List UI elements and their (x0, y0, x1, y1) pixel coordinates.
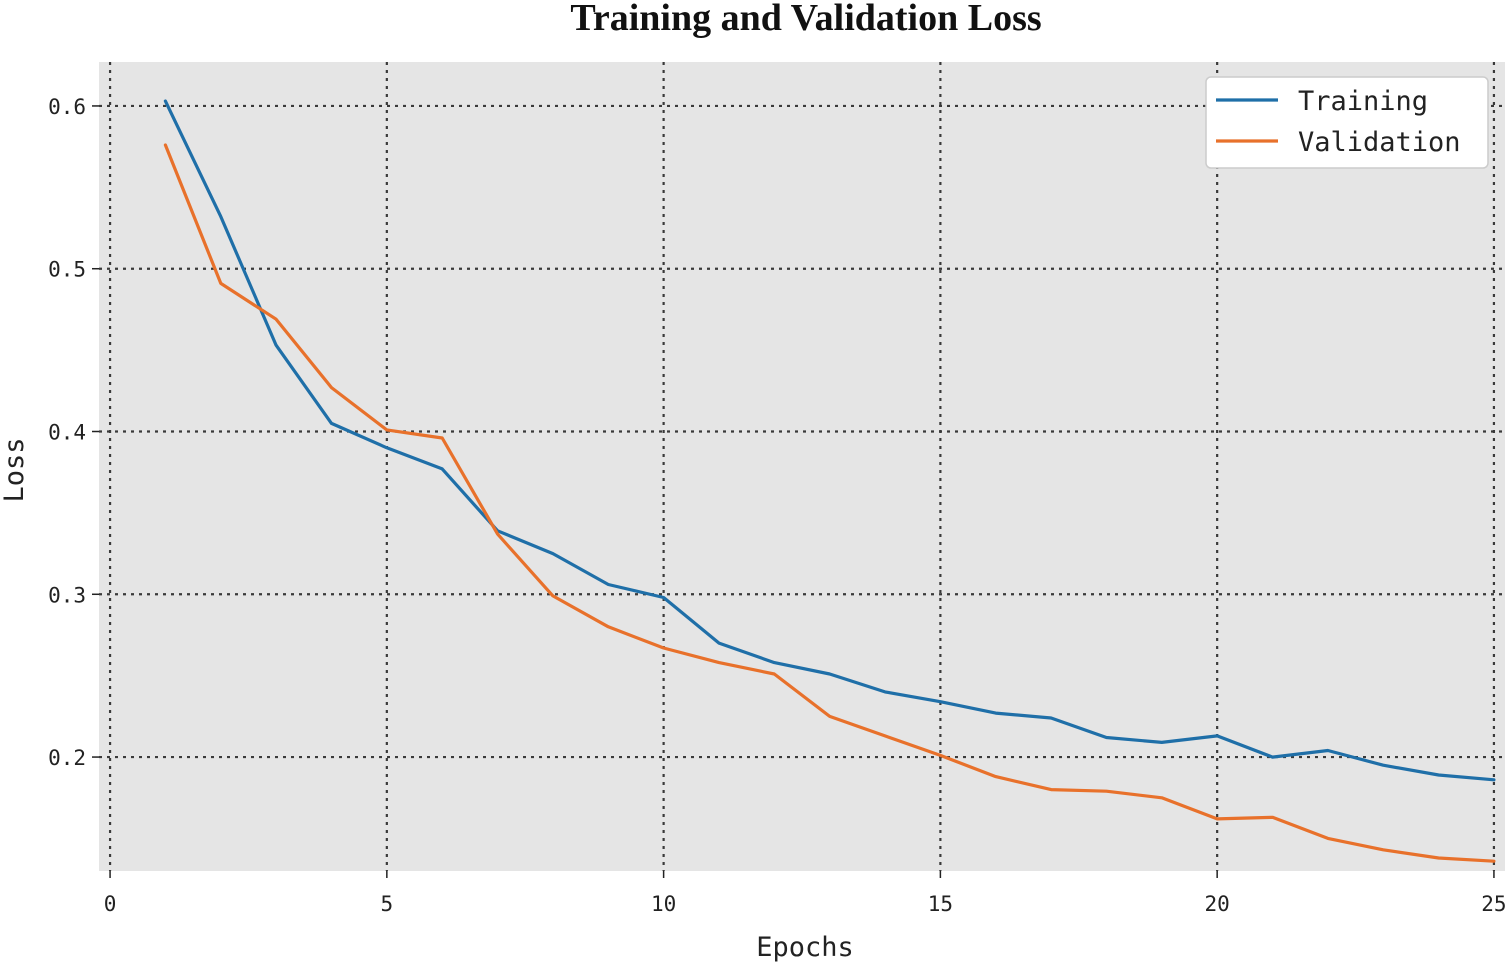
chart-title: Training and Validation Loss (570, 0, 1041, 39)
series-line-training (163, 99, 1496, 782)
x-tick-label: 15 (928, 892, 953, 916)
y-tick-label: 0.6 (48, 95, 86, 119)
y-axis-label: Loss (0, 437, 30, 502)
legend-label-training: Training (1298, 86, 1428, 117)
y-tick-label: 0.2 (48, 746, 86, 770)
legend-label-validation: Validation (1298, 127, 1461, 158)
plot-area (99, 62, 1505, 871)
series-lines (163, 99, 1496, 863)
x-tick-label: 0 (104, 892, 117, 916)
x-tick-label: 25 (1481, 892, 1505, 916)
y-tick-label: 0.5 (48, 258, 86, 282)
legend: Training Validation (1205, 76, 1489, 169)
x-tick-label: 20 (1205, 892, 1230, 916)
axis-ticks: 0 5 10 15 20 25 0.2 0.3 0.4 0.5 0.6 (48, 95, 1505, 916)
x-axis-label: Epochs (756, 932, 854, 963)
series-line-validation (163, 143, 1496, 863)
x-tick-label: 5 (381, 892, 394, 916)
y-tick-label: 0.4 (48, 421, 86, 445)
y-tick-label: 0.3 (48, 583, 86, 607)
x-tick-label: 10 (651, 892, 676, 916)
